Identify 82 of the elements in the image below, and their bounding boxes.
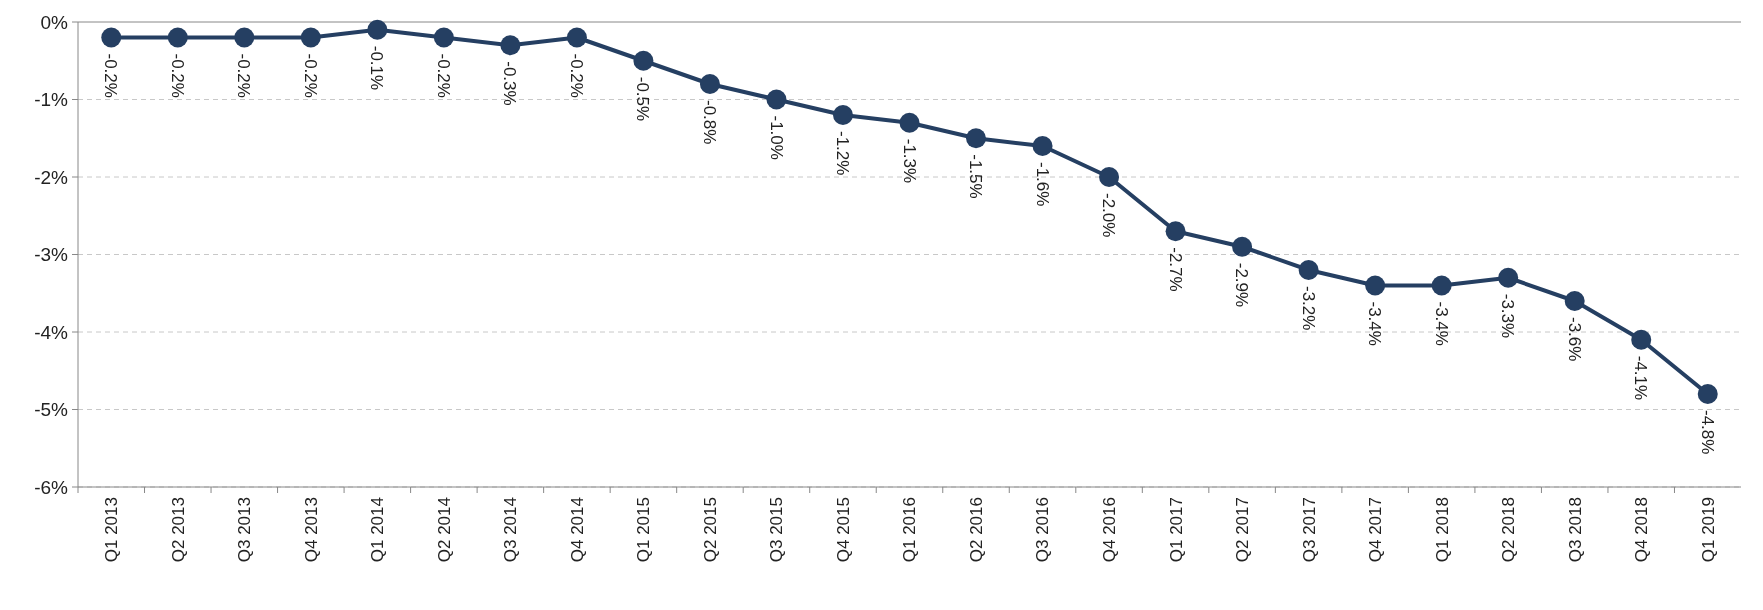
y-tick-label: -4% xyxy=(34,321,69,343)
point xyxy=(966,128,987,149)
text: -0.8% xyxy=(699,100,719,145)
x-tick-label: Q3 2016 xyxy=(1033,497,1053,563)
point xyxy=(1232,236,1253,257)
x-tick-label: Q1 2013 xyxy=(102,497,122,563)
y-tick-label: -5% xyxy=(34,399,69,421)
text: -0.3% xyxy=(500,61,520,106)
text: -1.0% xyxy=(766,115,786,160)
point xyxy=(167,27,188,48)
y-tick-label: -1% xyxy=(34,89,69,111)
point xyxy=(832,105,853,125)
x-tick-label: Q1 2017 xyxy=(1166,497,1186,563)
point xyxy=(234,27,255,48)
x-tick-label: Q3 2018 xyxy=(1565,497,1585,563)
x-tick-label: Q2 2013 xyxy=(168,497,188,563)
point xyxy=(1631,329,1652,350)
x-tick-label: Q4 2013 xyxy=(301,497,321,563)
point xyxy=(1431,275,1452,296)
x-tick-label: Q4 2016 xyxy=(1100,497,1120,563)
text: -0.2% xyxy=(167,53,187,98)
point xyxy=(1365,275,1386,296)
x-tick-label: Q3 2014 xyxy=(501,497,521,563)
x-tick-label: Q4 2015 xyxy=(833,497,853,563)
x-tick-label: Q2 2015 xyxy=(700,497,720,563)
text: -0.5% xyxy=(633,76,653,122)
y-tick-label: -6% xyxy=(34,476,69,498)
text: -4.1% xyxy=(1631,355,1651,401)
text: -3.2% xyxy=(1298,286,1318,331)
text: -1.6% xyxy=(1032,162,1052,207)
text: -4.8% xyxy=(1697,410,1717,455)
point xyxy=(1498,267,1519,288)
point xyxy=(633,50,654,71)
point xyxy=(1099,167,1120,187)
x-tick-label: Q2 2016 xyxy=(966,497,986,563)
x-tick-label: Q3 2015 xyxy=(767,497,787,563)
point xyxy=(1298,260,1319,280)
text: -0.2% xyxy=(234,53,254,98)
text: -3.6% xyxy=(1564,317,1584,362)
text: -3.3% xyxy=(1498,293,1518,339)
text: -0.2% xyxy=(300,53,320,98)
point xyxy=(899,112,920,133)
text: -1.5% xyxy=(966,154,986,199)
point xyxy=(1697,384,1718,404)
point xyxy=(1032,136,1053,156)
point xyxy=(766,89,787,110)
x-tick-label: Q1 2014 xyxy=(368,497,388,563)
x-tick-label: Q4 2018 xyxy=(1632,497,1652,563)
point xyxy=(500,35,521,56)
point xyxy=(566,27,587,48)
x-tick-label: Q3 2017 xyxy=(1299,497,1319,563)
x-tick-label: Q3 2013 xyxy=(235,497,255,563)
x-tick-label: Q2 2018 xyxy=(1499,497,1519,563)
text: -1.2% xyxy=(833,131,853,176)
point xyxy=(699,74,720,94)
x-tick-label: Q1 2018 xyxy=(1432,497,1452,563)
x-tick-label: Q4 2014 xyxy=(567,497,587,563)
point xyxy=(1165,221,1186,242)
y-tick-label: 0% xyxy=(40,11,69,33)
text: -2.0% xyxy=(1099,193,1119,238)
point xyxy=(367,19,388,40)
x-tick-label: Q2 2014 xyxy=(434,497,454,563)
point xyxy=(300,27,321,48)
x-tick-label: Q2 2017 xyxy=(1233,497,1253,563)
point xyxy=(101,27,122,48)
text: -0.1% xyxy=(367,45,387,91)
text: -0.2% xyxy=(101,53,121,98)
x-tick-label: Q4 2017 xyxy=(1366,497,1386,563)
x-tick-label: Q1 2015 xyxy=(634,497,654,563)
y-tick-label: -3% xyxy=(34,244,69,266)
text: -0.2% xyxy=(433,53,453,98)
text: -2.9% xyxy=(1232,262,1252,308)
point xyxy=(1564,291,1585,311)
text: -0.2% xyxy=(566,53,586,98)
point xyxy=(433,27,454,48)
text: -3.4% xyxy=(1431,301,1451,346)
text: -3.4% xyxy=(1365,301,1385,346)
x-tick-label: Q1 2019 xyxy=(1698,497,1718,563)
text: -1.3% xyxy=(899,138,919,184)
x-tick-label: Q1 2016 xyxy=(900,497,920,563)
y-tick-label: -2% xyxy=(34,166,69,188)
text: -2.7% xyxy=(1165,247,1185,292)
